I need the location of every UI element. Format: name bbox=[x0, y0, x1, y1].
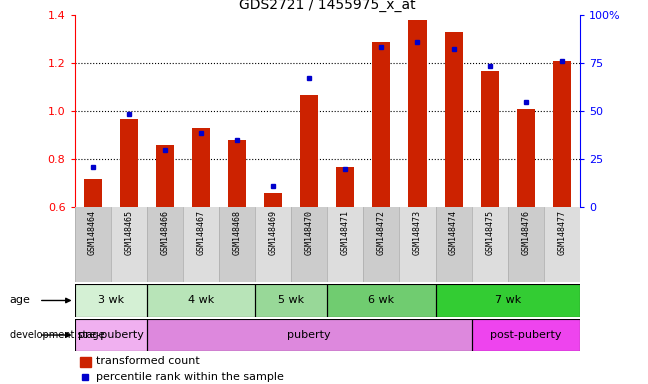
Bar bbox=[544, 207, 580, 282]
Text: transformed count: transformed count bbox=[96, 356, 200, 366]
Text: GSM148465: GSM148465 bbox=[124, 210, 133, 255]
Text: GSM148475: GSM148475 bbox=[485, 210, 494, 255]
Text: age: age bbox=[10, 295, 30, 306]
Text: GSM148474: GSM148474 bbox=[449, 210, 458, 255]
Bar bbox=[291, 207, 327, 282]
Bar bbox=[84, 179, 102, 207]
Text: GSM148466: GSM148466 bbox=[160, 210, 169, 255]
Text: GSM148472: GSM148472 bbox=[377, 210, 386, 255]
Bar bbox=[445, 32, 463, 207]
Bar bbox=[300, 94, 318, 207]
Bar bbox=[120, 119, 138, 207]
Text: development stage: development stage bbox=[10, 330, 104, 340]
Bar bbox=[472, 319, 580, 351]
Bar bbox=[408, 20, 426, 207]
Bar bbox=[481, 71, 499, 207]
Text: GSM148476: GSM148476 bbox=[521, 210, 530, 255]
Bar bbox=[146, 207, 183, 282]
Bar bbox=[219, 207, 255, 282]
Text: 6 wk: 6 wk bbox=[368, 295, 395, 306]
Text: GSM148468: GSM148468 bbox=[233, 210, 242, 255]
Bar bbox=[327, 207, 364, 282]
Bar bbox=[255, 284, 327, 317]
Text: pre-puberty: pre-puberty bbox=[78, 330, 144, 340]
Bar bbox=[192, 128, 210, 207]
Text: GSM148477: GSM148477 bbox=[557, 210, 566, 255]
Text: GSM148471: GSM148471 bbox=[341, 210, 350, 255]
Bar bbox=[255, 207, 291, 282]
Bar bbox=[264, 193, 282, 207]
Bar bbox=[399, 207, 435, 282]
Bar bbox=[327, 284, 435, 317]
Text: GSM148464: GSM148464 bbox=[88, 210, 97, 255]
Text: puberty: puberty bbox=[287, 330, 331, 340]
Bar bbox=[75, 207, 111, 282]
Bar bbox=[553, 61, 571, 207]
Bar bbox=[508, 207, 544, 282]
Bar bbox=[373, 42, 390, 207]
Text: GSM148470: GSM148470 bbox=[305, 210, 314, 255]
Bar bbox=[80, 357, 91, 367]
Text: 4 wk: 4 wk bbox=[188, 295, 214, 306]
Text: GSM148469: GSM148469 bbox=[268, 210, 277, 255]
Bar bbox=[435, 207, 472, 282]
Text: 5 wk: 5 wk bbox=[278, 295, 304, 306]
Bar bbox=[75, 319, 146, 351]
Bar bbox=[228, 140, 246, 207]
Text: 3 wk: 3 wk bbox=[98, 295, 124, 306]
Bar bbox=[111, 207, 146, 282]
Bar bbox=[146, 319, 472, 351]
Text: post-puberty: post-puberty bbox=[490, 330, 562, 340]
Bar bbox=[435, 284, 580, 317]
Text: GSM148473: GSM148473 bbox=[413, 210, 422, 255]
Bar bbox=[183, 207, 219, 282]
Bar bbox=[517, 109, 535, 207]
Text: percentile rank within the sample: percentile rank within the sample bbox=[96, 372, 284, 382]
Bar bbox=[156, 145, 174, 207]
Bar bbox=[75, 284, 146, 317]
Bar bbox=[472, 207, 508, 282]
Text: GSM148467: GSM148467 bbox=[196, 210, 205, 255]
Bar bbox=[336, 167, 354, 207]
Text: 7 wk: 7 wk bbox=[494, 295, 521, 306]
Bar bbox=[364, 207, 399, 282]
Bar bbox=[146, 284, 255, 317]
Title: GDS2721 / 1455975_x_at: GDS2721 / 1455975_x_at bbox=[239, 0, 415, 12]
